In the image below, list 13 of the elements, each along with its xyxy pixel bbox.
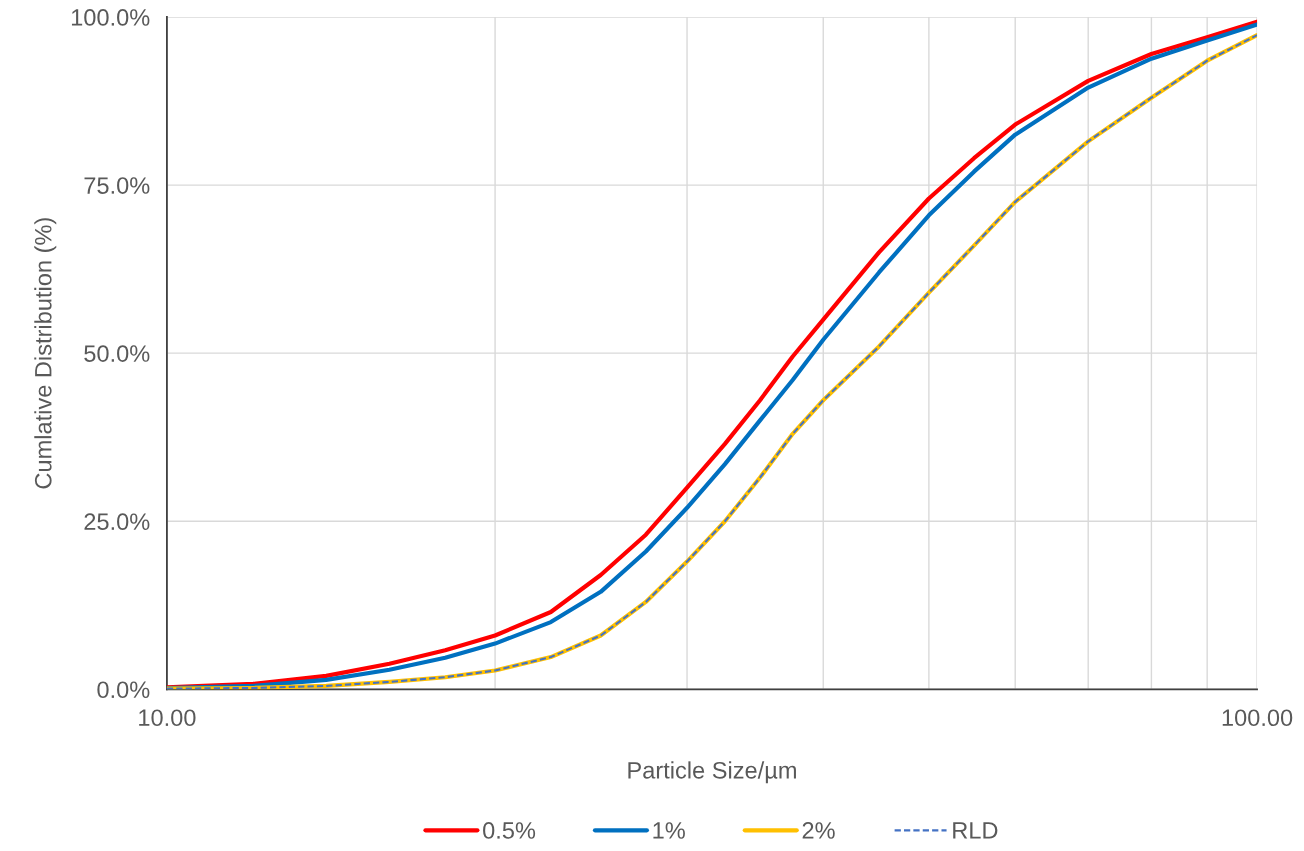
x-tick-label: 100.00 bbox=[1222, 709, 1293, 727]
y-tick-label: 75.0% bbox=[84, 177, 150, 194]
y-tick-label: 25.0% bbox=[84, 513, 150, 531]
legend-label: 2% bbox=[802, 822, 835, 839]
legend-label: 0.5% bbox=[483, 822, 536, 839]
y-tick-label: 0.0% bbox=[97, 681, 150, 699]
y-tick-label: 50.0% bbox=[84, 345, 150, 362]
y-tick-label: 100.0% bbox=[71, 9, 150, 26]
legend-label: 1% bbox=[653, 822, 685, 839]
y-axis-title: Cumlative Distribution (%) bbox=[34, 218, 57, 489]
legend-label: RLD bbox=[953, 822, 998, 839]
x-axis-title: Particle Size/µm bbox=[628, 761, 796, 784]
x-tick-label: 10.00 bbox=[139, 709, 196, 727]
